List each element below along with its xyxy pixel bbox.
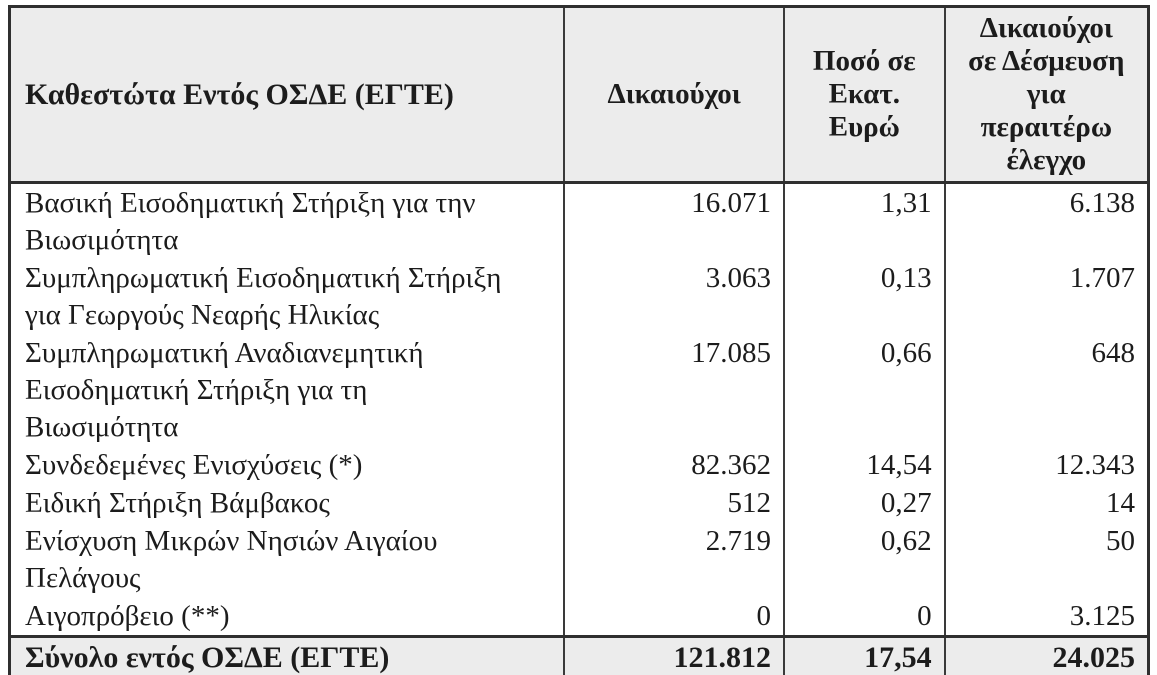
total-cell-amount: 17,54 [783, 635, 945, 675]
cell-committed: 3.125 [943, 597, 1149, 637]
total-cell-committed: 24.025 [943, 635, 1149, 675]
row-label: Αιγοπρόβειο (**) [25, 600, 230, 632]
cell-committed: 648 [943, 334, 1149, 446]
cell-committed: 50 [943, 522, 1149, 597]
cell-beneficiaries: 0 [563, 597, 784, 637]
cell-beneficiaries: 16.071 [563, 182, 784, 259]
cell-committed: 12.343 [943, 446, 1149, 484]
row-label: Συμπληρωματική Εισοδηματική Στήριξη για … [25, 262, 502, 331]
row-label: Βασική Εισοδηματική Στήριξη για την Βιωσ… [25, 187, 476, 256]
column-header-amount: Ποσό σε Εκατ. Ευρώ [783, 6, 945, 184]
cell-committed: 1.707 [943, 259, 1149, 334]
table-row: Συνδεδεμένες Ενισχύσεις (*) 82.362 14,54… [10, 446, 1149, 484]
cell-amount: 14,54 [783, 446, 945, 484]
table-row: Ειδική Στήριξη Βάμβακος 512 0,27 14 [10, 484, 1149, 522]
cell-beneficiaries: 2.719 [563, 522, 784, 597]
header-row: Καθεστώτα Εντός ΟΣΔΕ (ΕΓΤΕ) Δικαιούχοι Π… [9, 6, 1149, 184]
table-row: Αιγοπρόβειο (**) 0 0 3.125 [10, 597, 1149, 637]
table-row: Συμπληρωματική Εισοδηματική Στήριξη για … [10, 259, 1149, 334]
column-header-scheme: Καθεστώτα Εντός ΟΣΔΕ (ΕΓΤΕ) [9, 6, 565, 184]
cell-beneficiaries: 3.063 [563, 259, 784, 334]
table-row: Βασική Εισοδηματική Στήριξη για την Βιωσ… [10, 182, 1149, 259]
cell-amount: 0,62 [783, 522, 945, 597]
cell-committed: 6.138 [943, 182, 1149, 259]
table-header: Καθεστώτα Εντός ΟΣΔΕ (ΕΓΤΕ) Δικαιούχοι Π… [9, 6, 1149, 184]
table-footer: Σύνολο εντός ΟΣΔΕ (ΕΓΤΕ) 121.812 17,54 2… [9, 635, 1149, 675]
row-label: Συμπληρωματική Αναδιανεμητική Εισοδηματι… [25, 337, 424, 443]
cell-beneficiaries: 512 [563, 484, 784, 522]
schemes-table: Καθεστώτα Εντός ΟΣΔΕ (ΕΓΤΕ) Δικαιούχοι Π… [8, 5, 1150, 675]
total-cell-beneficiaries: 121.812 [563, 635, 784, 675]
column-header-beneficiaries: Δικαιούχοι [563, 6, 784, 184]
cell-amount: 0,66 [783, 334, 945, 446]
schemes-table-frame: Καθεστώτα Εντός ΟΣΔΕ (ΕΓΤΕ) Δικαιούχοι Π… [8, 5, 1150, 675]
total-label: Σύνολο εντός ΟΣΔΕ (ΕΓΤΕ) [9, 635, 565, 675]
cell-amount: 1,31 [783, 182, 945, 259]
column-header-committed: Δικαιούχοι σε Δέσμευση για περαιτέρω έλε… [943, 6, 1149, 184]
table-body: Βασική Εισοδηματική Στήριξη για την Βιωσ… [10, 182, 1149, 637]
row-label: Ειδική Στήριξη Βάμβακος [25, 487, 330, 519]
cell-amount: 0,13 [783, 259, 945, 334]
row-label: Συνδεδεμένες Ενισχύσεις (*) [25, 449, 363, 481]
table-row: Ενίσχυση Μικρών Νησιών Αιγαίου Πελάγους … [10, 522, 1149, 597]
cell-beneficiaries: 17.085 [563, 334, 784, 446]
total-row: Σύνολο εντός ΟΣΔΕ (ΕΓΤΕ) 121.812 17,54 2… [9, 635, 1149, 675]
row-label: Ενίσχυση Μικρών Νησιών Αιγαίου Πελάγους [25, 525, 438, 594]
cell-beneficiaries: 82.362 [563, 446, 784, 484]
cell-amount: 0,27 [783, 484, 945, 522]
table-row: Συμπληρωματική Αναδιανεμητική Εισοδηματι… [10, 334, 1149, 446]
cell-amount: 0 [783, 597, 945, 637]
cell-committed: 14 [943, 484, 1149, 522]
